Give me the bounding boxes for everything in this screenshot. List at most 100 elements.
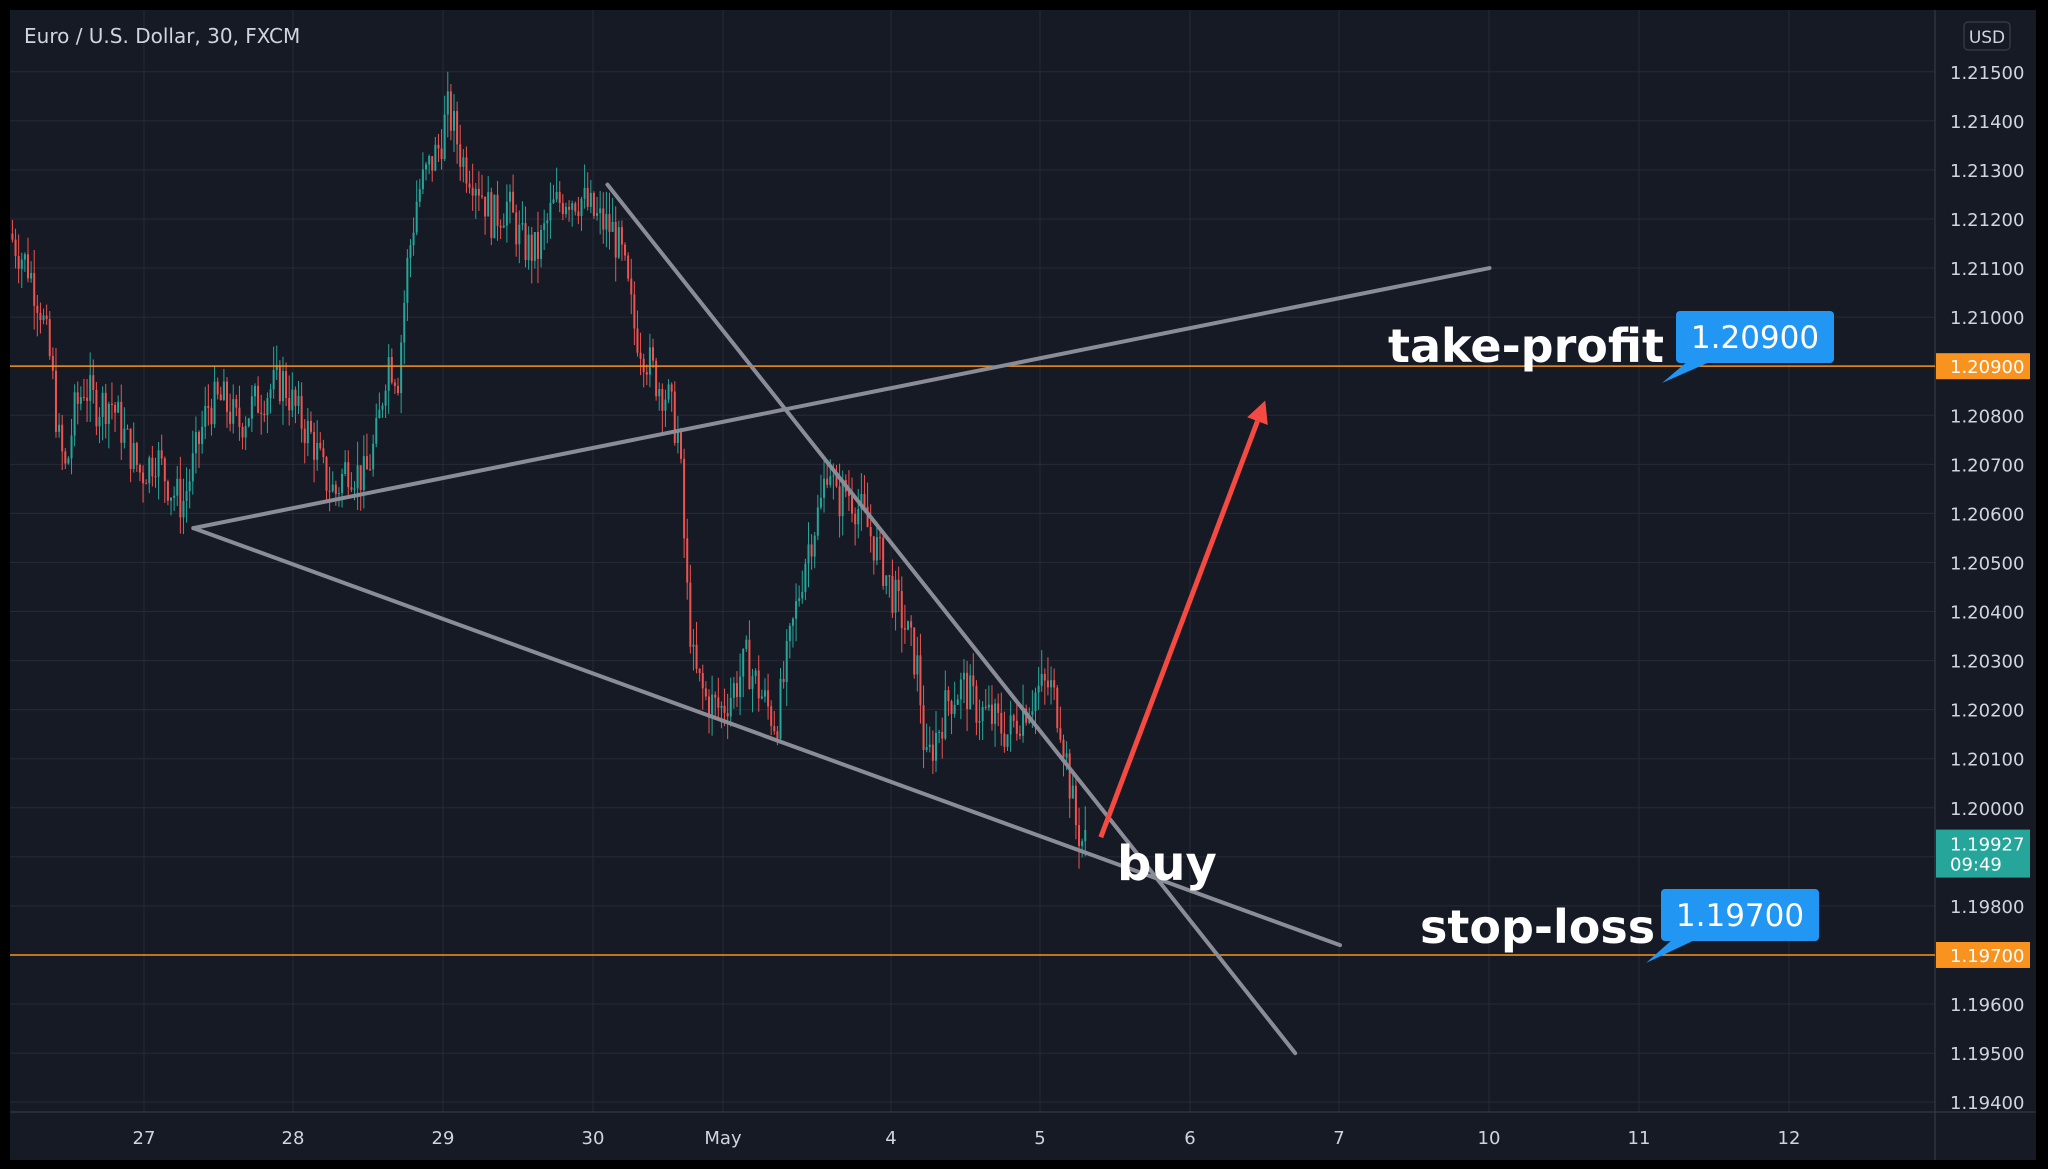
x-tick-label: 30 xyxy=(582,1128,605,1149)
candle-body xyxy=(791,618,794,626)
trendline-2 xyxy=(191,266,1492,531)
candle-body xyxy=(735,683,738,698)
candle-body xyxy=(437,144,440,149)
candle-body xyxy=(166,481,169,501)
y-tick-label: 1.21200 xyxy=(1950,210,2024,231)
y-tick-label: 1.19500 xyxy=(1950,1044,2024,1065)
candle-body xyxy=(508,191,511,202)
candle-body xyxy=(484,196,487,217)
candle-body xyxy=(841,479,844,517)
candle-body xyxy=(583,187,586,199)
candle-body xyxy=(568,206,571,210)
candle-body xyxy=(524,223,527,261)
candle-body xyxy=(645,372,648,375)
candle-body xyxy=(487,192,490,217)
stop-loss-label: stop-loss xyxy=(1420,900,1655,954)
candle-body xyxy=(151,457,154,477)
candle-body xyxy=(947,690,950,702)
candle-body xyxy=(480,195,483,197)
x-tick-label: 27 xyxy=(133,1128,156,1149)
candle-body xyxy=(599,208,602,214)
candle-body xyxy=(70,435,73,459)
candle-body xyxy=(931,744,934,761)
candle-body xyxy=(384,390,387,406)
candle-body xyxy=(602,208,605,230)
candle-body xyxy=(148,457,151,484)
candle-body xyxy=(701,672,704,689)
candle-body xyxy=(1059,728,1062,740)
candle-body xyxy=(285,371,288,399)
candle-body xyxy=(959,679,962,700)
candle-body xyxy=(838,486,841,517)
candle-body xyxy=(689,582,692,647)
candle-body xyxy=(512,191,515,213)
buy-arrow-head xyxy=(1247,400,1268,425)
candle-body xyxy=(51,356,54,371)
candle-body xyxy=(154,476,157,478)
candle-body xyxy=(350,487,353,490)
candle-body xyxy=(872,536,875,561)
candle-body xyxy=(875,537,878,561)
candle-body xyxy=(263,413,266,416)
candle-body xyxy=(714,694,717,698)
candle-body xyxy=(138,465,141,473)
candle-body xyxy=(1046,680,1049,688)
candle-body xyxy=(406,257,409,303)
candle-body xyxy=(222,381,225,401)
candle-body xyxy=(900,591,903,629)
candle-body xyxy=(95,390,98,427)
candle-body xyxy=(135,443,138,466)
candle-body xyxy=(58,424,61,432)
current-price-tag-text-1: 09:49 xyxy=(1950,855,2002,876)
candle-body xyxy=(835,475,838,487)
candle-body xyxy=(751,676,754,690)
buy-arrow-shaft xyxy=(1098,420,1260,839)
candle-body xyxy=(61,424,64,452)
candle-body xyxy=(288,398,291,411)
candle-body xyxy=(704,688,707,697)
candle-body xyxy=(847,491,850,497)
candle-body xyxy=(975,686,978,723)
currency-button-label[interactable]: USD xyxy=(1969,28,2005,48)
candle-body xyxy=(882,537,885,586)
candle-body xyxy=(297,395,300,406)
candle-body xyxy=(676,431,679,443)
candle-body xyxy=(337,493,340,495)
stop-loss-callout-bubble xyxy=(1661,889,1819,941)
y-tick-label: 1.19600 xyxy=(1950,995,2024,1016)
candle-body xyxy=(754,670,757,677)
candle-body xyxy=(142,472,145,484)
candle-body xyxy=(98,416,101,427)
candle-body xyxy=(403,302,406,343)
candle-body xyxy=(490,192,493,238)
candle-body xyxy=(717,697,720,708)
candle-body xyxy=(826,478,829,485)
y-tick-label: 1.19400 xyxy=(1950,1093,2024,1114)
candle-body xyxy=(477,188,480,196)
candle-body xyxy=(281,371,284,402)
candle-body xyxy=(891,575,894,613)
candle-body xyxy=(894,579,897,613)
candle-body xyxy=(182,500,185,518)
candle-body xyxy=(953,704,956,714)
y-tick-label: 1.20500 xyxy=(1950,553,2024,574)
candle-body xyxy=(807,544,810,564)
x-tick-label: 7 xyxy=(1333,1128,1344,1149)
candle-body xyxy=(770,706,773,727)
candle-body xyxy=(204,405,207,427)
candle-body xyxy=(863,493,866,507)
candle-body xyxy=(860,493,863,510)
candle-body xyxy=(1018,733,1021,736)
y-tick-label: 1.20200 xyxy=(1950,701,2024,722)
candle-body xyxy=(655,360,658,397)
candle-body xyxy=(33,273,36,306)
candle-body xyxy=(698,668,701,673)
candle-body xyxy=(107,403,110,425)
candle-body xyxy=(997,703,1000,713)
candle-body xyxy=(191,453,194,482)
y-tick-label: 1.20400 xyxy=(1950,603,2024,624)
candle-body xyxy=(990,704,993,724)
y-tick-label: 1.19800 xyxy=(1950,897,2024,918)
